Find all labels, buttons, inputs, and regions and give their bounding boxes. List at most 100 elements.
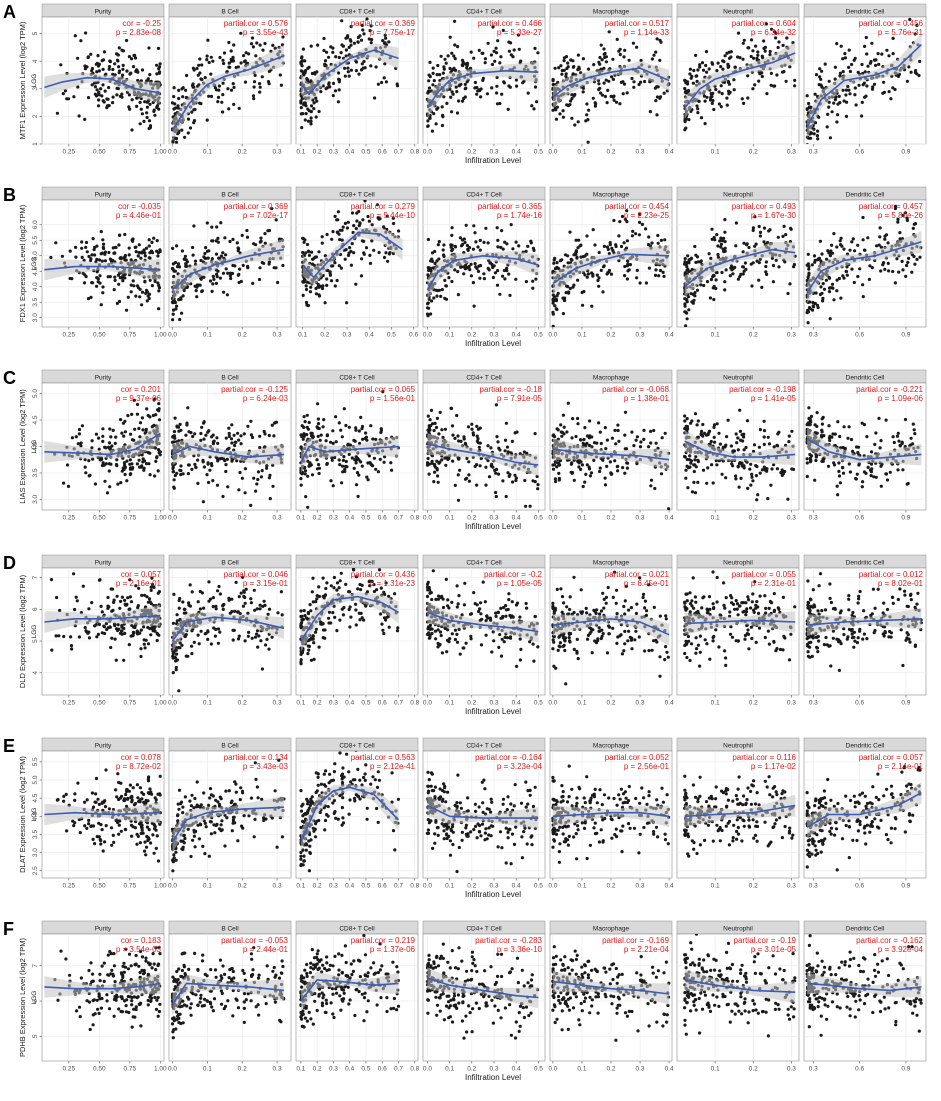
data-point [210, 225, 214, 229]
data-point [368, 261, 373, 265]
y-tick-label: 4 [32, 59, 39, 63]
data-point [328, 270, 332, 274]
p-value-label: p = 7.75e-17 [370, 28, 416, 37]
data-point [760, 54, 764, 58]
facet-title: Macrophage [593, 192, 630, 199]
data-point [570, 436, 574, 440]
y-tick-label: 4.0 [32, 282, 39, 291]
data-point [109, 435, 113, 439]
data-point [178, 422, 182, 426]
data-point [147, 238, 151, 242]
data-point [110, 258, 115, 262]
data-point [267, 433, 271, 438]
data-point [900, 259, 904, 263]
data-point [582, 437, 586, 442]
data-point [476, 437, 480, 441]
data-point [467, 460, 471, 464]
data-point [597, 276, 601, 280]
data-point [115, 301, 119, 305]
p-value: 2.83e-08 [129, 28, 161, 37]
data-point [840, 244, 844, 248]
data-point [512, 48, 516, 52]
data-point [463, 82, 467, 86]
data-point [642, 428, 646, 432]
data-point [138, 295, 142, 299]
data-point [467, 473, 471, 477]
data-point [863, 95, 867, 99]
data-point [84, 31, 88, 35]
data-point [630, 76, 634, 81]
data-point [714, 278, 718, 282]
data-point [742, 101, 746, 105]
data-point [340, 228, 344, 232]
data-point [663, 238, 667, 242]
data-point [211, 59, 215, 63]
data-point [450, 51, 454, 55]
data-point [693, 294, 697, 298]
data-point [357, 473, 361, 477]
data-point [336, 100, 340, 104]
data-point [462, 272, 466, 276]
data-point [494, 46, 498, 50]
data-point [95, 284, 99, 288]
data-point [107, 441, 112, 445]
data-point [476, 269, 481, 273]
data-point [426, 124, 430, 128]
data-point [878, 226, 882, 230]
data-point [491, 275, 495, 280]
data-point [753, 215, 757, 219]
data-point [93, 482, 97, 486]
data-point [712, 284, 716, 289]
confidence-band [300, 43, 399, 102]
data-point [212, 439, 216, 443]
data-point [437, 257, 441, 261]
data-point [842, 99, 846, 103]
data-point [372, 248, 376, 252]
data-point [91, 237, 95, 241]
data-point [435, 294, 439, 298]
data-point [911, 226, 915, 230]
data-point [195, 285, 199, 289]
p-prefix: p = [116, 394, 130, 403]
equals-sign: = [256, 385, 265, 394]
data-point [65, 463, 70, 467]
data-point [211, 433, 215, 437]
data-point [509, 41, 513, 45]
data-point [106, 104, 110, 108]
data-point [111, 246, 115, 250]
data-point [251, 281, 255, 285]
data-point [217, 84, 221, 88]
data-point [303, 59, 307, 63]
data-point [357, 429, 361, 433]
data-point [699, 116, 704, 120]
data-point [323, 64, 327, 68]
x-tick-label: 0.3 [636, 515, 645, 522]
data-point [194, 289, 198, 293]
data-point [214, 252, 219, 256]
data-point [132, 284, 136, 288]
data-point [258, 43, 262, 47]
data-point [833, 65, 838, 69]
data-point [246, 424, 250, 428]
data-point [193, 259, 198, 263]
data-point [477, 445, 481, 449]
data-point [585, 252, 589, 256]
trend-line [426, 70, 539, 109]
data-point [611, 77, 616, 81]
data-point [135, 104, 139, 108]
data-point [147, 244, 151, 248]
data-point [113, 62, 117, 66]
data-point [309, 285, 313, 289]
data-point [281, 263, 285, 268]
data-point [142, 466, 146, 470]
data-point [655, 37, 659, 41]
data-point [887, 54, 891, 58]
data-point [198, 71, 202, 75]
facet-title: CD8+ T Cell [339, 192, 375, 199]
data-point [598, 469, 602, 474]
data-point [841, 88, 845, 92]
data-point [686, 295, 691, 299]
data-point [140, 416, 144, 420]
data-point [131, 466, 135, 470]
data-point [686, 254, 690, 258]
